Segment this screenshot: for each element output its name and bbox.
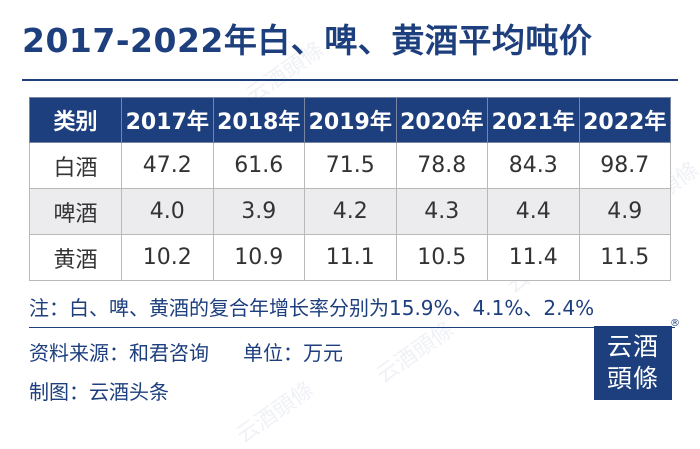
table-row: 黄酒 10.2 10.9 11.1 10.5 11.4 11.5	[29, 234, 671, 281]
category-cell: 白酒	[29, 142, 122, 189]
column-header: 类别	[29, 97, 122, 143]
logo-line-1: 云酒	[606, 332, 659, 361]
value-cell: 11.5	[578, 234, 671, 281]
value-cell: 47.2	[121, 142, 214, 189]
logo-line-2: 頭條	[606, 364, 659, 393]
value-cell: 10.2	[121, 234, 214, 281]
value-cell: 10.9	[212, 234, 305, 281]
price-table: 类别 2017年 2018年 2019年 2020年 2021年 2022年 白…	[29, 97, 671, 281]
value-cell: 10.5	[395, 234, 488, 281]
chart-maker: 制图：云酒头条	[29, 380, 169, 404]
column-header: 2017年	[121, 97, 214, 143]
value-cell: 84.3	[487, 142, 580, 189]
table-row: 啤酒 4.0 3.9 4.2 4.3 4.4 4.9	[29, 188, 671, 235]
value-cell: 4.4	[487, 188, 580, 235]
value-cell: 61.6	[212, 142, 305, 189]
value-cell: 71.5	[304, 142, 397, 189]
value-cell: 11.4	[487, 234, 580, 281]
column-header: 2018年	[212, 97, 305, 143]
footnote: 注：白、啤、黄酒的复合年增长率分别为15.9%、4.1%、2.4%	[29, 292, 675, 328]
data-source: 资料来源：和君咨询	[29, 341, 209, 365]
column-header: 2022年	[578, 97, 671, 143]
category-cell: 黄酒	[29, 234, 122, 281]
watermark: 云酒頭條	[232, 377, 319, 449]
unit-label: 单位：万元	[243, 341, 343, 365]
source-line: 资料来源：和君咨询 单位：万元	[29, 337, 343, 366]
value-cell: 4.9	[578, 188, 671, 235]
title-divider	[22, 79, 678, 81]
category-cell: 啤酒	[29, 188, 122, 235]
value-cell: 4.2	[304, 188, 397, 235]
value-cell: 11.1	[304, 234, 397, 281]
column-header: 2019年	[304, 97, 397, 143]
value-cell: 4.3	[395, 188, 488, 235]
value-cell: 4.0	[121, 188, 214, 235]
table-row: 白酒 47.2 61.6 71.5 78.8 84.3 98.7	[29, 142, 671, 189]
column-header: 2020年	[395, 97, 488, 143]
brand-logo: 云酒 頭條	[594, 326, 672, 400]
value-cell: 3.9	[212, 188, 305, 235]
column-header: 2021年	[487, 97, 580, 143]
value-cell: 78.8	[395, 142, 488, 189]
page-title: 2017-2022年白、啤、黄酒平均吨价	[22, 21, 593, 60]
value-cell: 98.7	[578, 142, 671, 189]
registered-mark-icon: ®	[670, 318, 680, 329]
table-header-row: 类别 2017年 2018年 2019年 2020年 2021年 2022年	[29, 97, 671, 143]
